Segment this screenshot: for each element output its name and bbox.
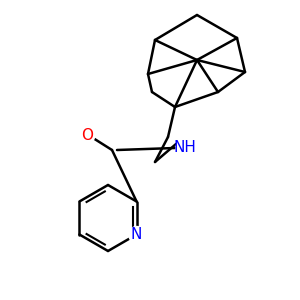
Circle shape [129, 226, 145, 242]
Text: N: N [131, 227, 142, 242]
Text: O: O [81, 128, 93, 142]
Circle shape [176, 139, 194, 157]
Circle shape [79, 127, 95, 143]
Text: NH: NH [174, 140, 196, 155]
